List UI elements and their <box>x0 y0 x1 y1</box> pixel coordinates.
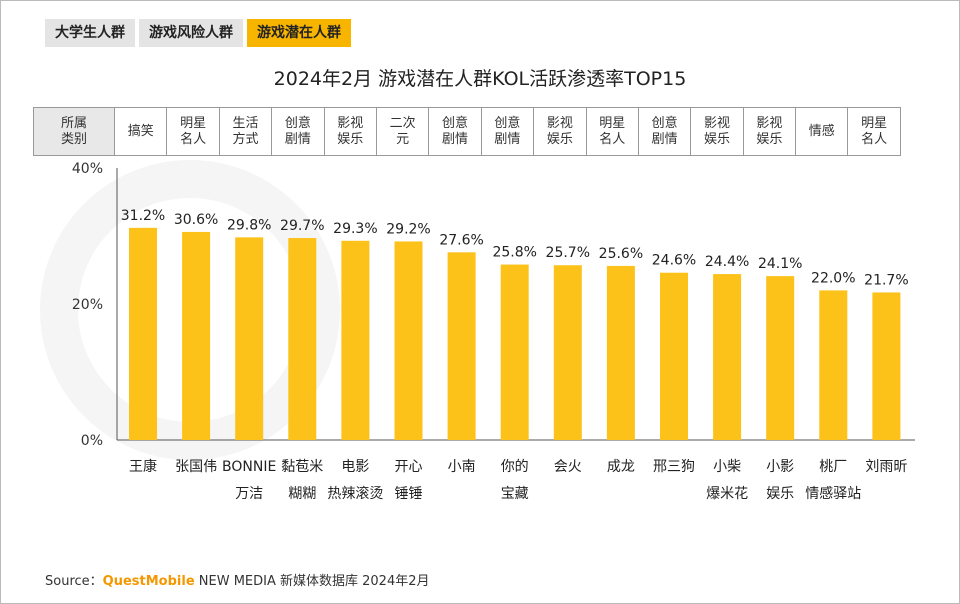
bar <box>713 274 742 440</box>
x-tick-label: 爆米花 <box>706 486 748 502</box>
bar <box>660 272 688 440</box>
bar <box>129 227 157 440</box>
category-cell: 明星名人 <box>585 108 638 155</box>
x-tick-label: 张国伟 <box>175 459 217 475</box>
value-label: 29.7% <box>280 218 324 234</box>
category-cell: 搞笑 <box>114 108 166 155</box>
chart-title: 2024年2月 游戏潜在人群KOL活跃渗透率TOP15 <box>273 68 687 90</box>
x-tick-label: 刘雨昕 <box>865 459 907 475</box>
x-tick-label: 王康 <box>129 458 157 475</box>
tab-game-risk[interactable]: 游戏风险人群 <box>139 19 243 47</box>
y-tick-label: 0% <box>81 433 103 449</box>
source-note: Source：QuestMobile NEW MEDIA 新媒体数据库 2024… <box>45 570 430 589</box>
bar <box>447 252 476 440</box>
value-label: 25.8% <box>492 245 536 261</box>
source-label: Source： <box>45 574 103 589</box>
x-tick-label: 桃厂 <box>819 459 847 475</box>
tab-game-potential[interactable]: 游戏潜在人群 <box>247 19 351 47</box>
category-header: 所属类别 <box>34 108 114 155</box>
value-label: 22.0% <box>811 270 855 286</box>
category-cell: 创意剧情 <box>637 108 690 155</box>
bar <box>288 238 317 440</box>
bar <box>500 264 529 440</box>
bar <box>341 240 370 440</box>
value-label: 30.6% <box>174 212 218 228</box>
brand-logo-text: QuestMobile <box>102 574 195 589</box>
category-cell: 影视娱乐 <box>323 108 376 155</box>
x-tick-label: 邢三狗 <box>653 459 695 475</box>
x-tick-label: 糊糊 <box>288 486 316 502</box>
category-cell: 创意剧情 <box>480 108 533 155</box>
category-cell: 明星名人 <box>166 108 218 155</box>
bar <box>766 276 795 440</box>
x-tick-label: 黏苞米 <box>281 458 323 475</box>
x-tick-label: 小柴 <box>713 459 741 475</box>
value-label: 29.3% <box>333 221 377 237</box>
category-cell: 生活方式 <box>218 108 271 155</box>
value-label: 29.2% <box>386 221 430 237</box>
x-tick-label: 电影 <box>341 459 369 475</box>
x-tick-label: 娱乐 <box>766 486 794 502</box>
y-tick-label: 20% <box>72 297 103 313</box>
bar <box>235 237 264 440</box>
value-label: 21.7% <box>864 272 908 288</box>
bar <box>819 290 848 440</box>
tab-college[interactable]: 大学生人群 <box>45 19 135 47</box>
x-tick-label: 小南 <box>448 459 476 475</box>
bar <box>182 231 211 440</box>
category-cell: 创意剧情 <box>428 108 480 155</box>
x-tick-label: 会火 <box>554 459 582 475</box>
value-label: 24.6% <box>652 253 696 269</box>
value-label: 27.6% <box>439 232 483 248</box>
category-cell: 创意剧情 <box>271 108 323 155</box>
category-cell: 明星名人 <box>847 108 899 155</box>
x-tick-label: 成龙 <box>607 459 635 475</box>
category-row: 所属类别 搞笑 明星名人 生活方式 创意剧情 影视娱乐 二次元 创意剧情 创意剧情 影视娱乐 明星… <box>33 107 901 156</box>
x-tick-label: 开心 <box>395 459 423 475</box>
category-cell: 影视娱乐 <box>742 108 795 155</box>
bar <box>553 265 582 440</box>
category-cell: 情感 <box>795 108 847 155</box>
x-tick-label: 锤锤 <box>395 486 423 502</box>
x-tick-label: 小影 <box>766 459 794 475</box>
x-tick-label: 万洁 <box>235 486 263 502</box>
bar <box>872 292 901 440</box>
y-tick-label: 40% <box>72 161 103 177</box>
source-text: NEW MEDIA 新媒体数据库 2024年2月 <box>194 574 430 589</box>
x-tick-label: 宝藏 <box>501 486 529 502</box>
category-cell: 影视娱乐 <box>690 108 742 155</box>
value-label: 24.1% <box>758 256 802 272</box>
x-tick-label: 你的 <box>501 459 529 475</box>
value-label: 25.6% <box>599 246 643 262</box>
value-label: 24.4% <box>705 254 749 270</box>
bar <box>606 265 635 440</box>
value-label: 31.2% <box>121 208 165 224</box>
x-tick-label: BONNIE <box>222 459 276 475</box>
value-label: 29.8% <box>227 217 271 233</box>
bar <box>394 241 423 440</box>
tab-bar: 大学生人群 游戏风险人群 游戏潜在人群 <box>45 19 351 47</box>
category-cell: 影视娱乐 <box>533 108 585 155</box>
x-tick-label: 情感驿站 <box>805 485 861 502</box>
x-tick-label: 热辣滚烫 <box>327 485 383 502</box>
value-label: 25.7% <box>546 245 590 261</box>
category-cell: 二次元 <box>375 108 428 155</box>
